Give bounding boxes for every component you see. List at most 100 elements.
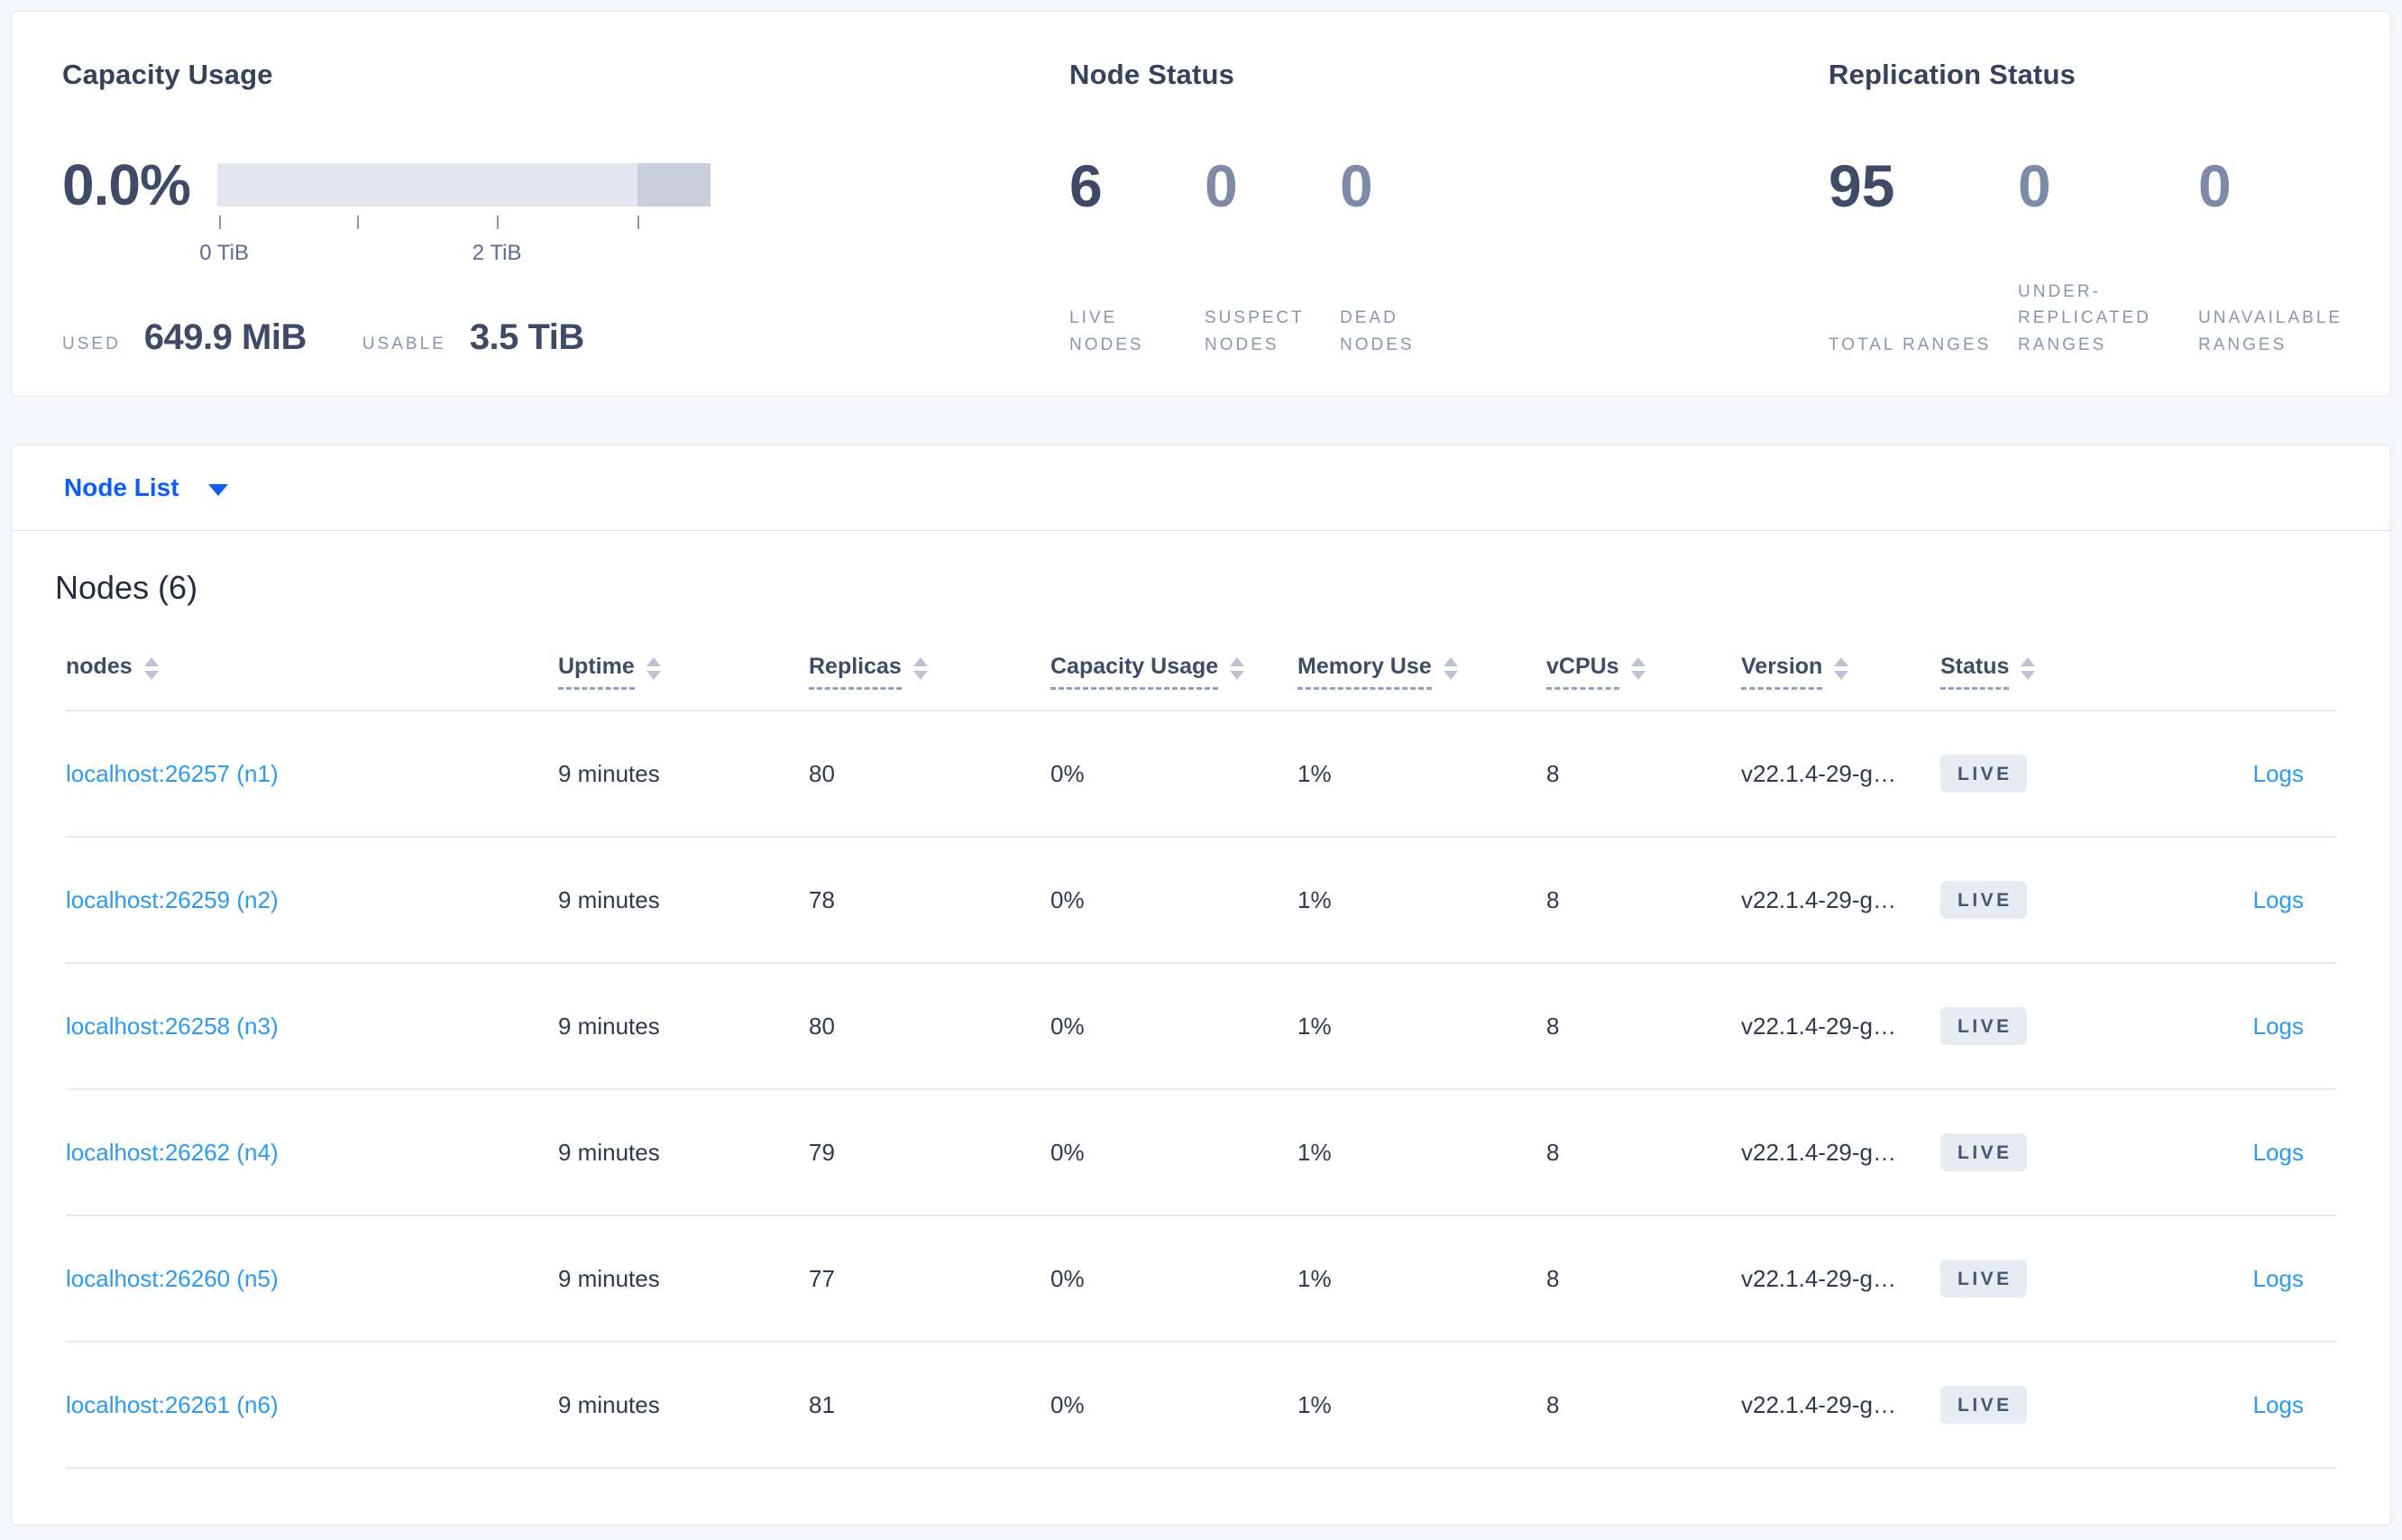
version-cell: v22.1.4-29-g… <box>1741 759 1896 787</box>
node-list-dropdown-label: Node List <box>64 473 179 501</box>
table-row: localhost:26260 (n5) 9 minutes 77 0% 1% … <box>66 1216 2336 1343</box>
vcpus-cell: 8 <box>1546 1012 1560 1040</box>
sort-icon <box>1630 656 1646 680</box>
sort-icon <box>1443 656 1458 680</box>
unavailable-label: UNAVAILABLE RANGES <box>2198 308 2343 354</box>
used-value: 649.9 MiB <box>143 317 307 357</box>
replication-status-title: Replication Status <box>1829 59 2077 90</box>
live-nodes-count: 6 <box>1069 152 1103 219</box>
column-header-capacity-usage[interactable]: Capacity Usage <box>1050 654 1297 690</box>
column-header-memory-use[interactable]: Memory Use <box>1297 654 1546 690</box>
node-link[interactable]: localhost:26258 (n3) <box>66 1012 279 1040</box>
uptime-cell: 9 minutes <box>558 1390 660 1418</box>
capacity-cell: 0% <box>1050 1390 1085 1418</box>
column-header-version[interactable]: Version <box>1741 654 1940 690</box>
under-replicated-label: UNDER-REPLICATED RANGES <box>2018 281 2151 354</box>
live-nodes-label: LIVE NODES <box>1069 308 1144 354</box>
uptime-cell: 9 minutes <box>558 885 660 913</box>
uptime-cell: 9 minutes <box>558 1012 660 1040</box>
table-row: localhost:26261 (n6) 9 minutes 81 0% 1% … <box>66 1343 2336 1469</box>
suspect-nodes-count: 0 <box>1205 152 1238 219</box>
version-cell: v22.1.4-29-g… <box>1741 1390 1896 1418</box>
vcpus-cell: 8 <box>1546 1264 1560 1292</box>
node-link[interactable]: localhost:26257 (n1) <box>66 759 279 787</box>
logs-link[interactable]: Logs <box>2252 1012 2304 1040</box>
capacity-cell: 0% <box>1050 759 1085 787</box>
column-header-replicas[interactable]: Replicas <box>809 654 1050 690</box>
capacity-bar: 0 TiB 2 TiB <box>199 163 711 265</box>
status-badge: LIVE <box>1940 755 2027 793</box>
sort-icon <box>2021 656 2036 680</box>
vcpus-cell: 8 <box>1546 759 1560 787</box>
capacity-usage-chart: 0.0% 0 TiB 2 TiB <box>62 152 1069 265</box>
node-link[interactable]: localhost:26262 (n4) <box>66 1138 279 1166</box>
vcpus-cell: 8 <box>1546 1390 1560 1418</box>
node-link[interactable]: localhost:26259 (n2) <box>66 885 279 913</box>
version-cell: v22.1.4-29-g… <box>1741 885 1896 913</box>
nodes-table-card: Nodes (6) nodes Uptime Replicas Capacity… <box>11 530 2391 1526</box>
status-badge: LIVE <box>1940 1007 2027 1045</box>
replicas-cell: 80 <box>809 1012 835 1040</box>
table-row: localhost:26259 (n2) 9 minutes 78 0% 1% … <box>66 838 2336 964</box>
vcpus-cell: 8 <box>1546 885 1560 913</box>
logs-link[interactable]: Logs <box>2252 1390 2304 1418</box>
usable-value: 3.5 TiB <box>469 317 584 357</box>
node-link[interactable]: localhost:26261 (n6) <box>66 1390 279 1418</box>
memory-cell: 1% <box>1297 885 1332 913</box>
status-badge: LIVE <box>1940 881 2027 919</box>
sort-icon <box>1834 656 1849 680</box>
replicas-cell: 79 <box>809 1138 835 1166</box>
capacity-cell: 0% <box>1050 885 1085 913</box>
status-badge: LIVE <box>1940 1133 2027 1171</box>
replication-status-section: Replication Status 95 0 0 TOTAL RANGES U… <box>1829 59 2390 358</box>
node-link[interactable]: localhost:26260 (n5) <box>66 1264 279 1292</box>
column-header-nodes[interactable]: nodes <box>66 654 558 690</box>
axis-tick <box>497 215 500 229</box>
column-header-status[interactable]: Status <box>1940 654 2157 690</box>
replicas-cell: 77 <box>809 1264 835 1292</box>
capacity-stats-row: USED 649.9 MiB USABLE 3.5 TiB <box>62 317 1069 358</box>
node-list-dropdown[interactable]: Node List <box>64 473 228 502</box>
capacity-cell: 0% <box>1050 1264 1085 1292</box>
memory-cell: 1% <box>1297 1138 1332 1166</box>
uptime-cell: 9 minutes <box>558 759 660 787</box>
logs-link[interactable]: Logs <box>2252 759 2304 787</box>
version-cell: v22.1.4-29-g… <box>1741 1012 1896 1040</box>
node-status-section: Node Status 6 0 0 LIVE NODES SUSPECT NOD… <box>1069 59 1829 358</box>
usable-label: USABLE <box>362 335 446 353</box>
capacity-bar-track <box>217 163 711 206</box>
memory-cell: 1% <box>1297 1012 1332 1040</box>
unavailable-count: 0 <box>2198 152 2232 219</box>
capacity-cell: 0% <box>1050 1012 1085 1040</box>
status-badge: LIVE <box>1940 1386 2027 1424</box>
sort-icon <box>912 656 928 680</box>
version-cell: v22.1.4-29-g… <box>1741 1138 1896 1166</box>
logs-link[interactable]: Logs <box>2252 1264 2304 1292</box>
node-status-labels: LIVE NODES SUSPECT NODES DEAD NODES <box>1069 305 1829 358</box>
capacity-bar-segment <box>637 163 711 206</box>
capacity-used-percent: 0.0% <box>62 152 191 217</box>
table-row: localhost:26258 (n3) 9 minutes 80 0% 1% … <box>66 964 2336 1090</box>
memory-cell: 1% <box>1297 1264 1332 1292</box>
memory-cell: 1% <box>1297 759 1332 787</box>
replication-values: 95 0 0 <box>1829 156 2390 215</box>
chevron-down-icon <box>207 483 228 496</box>
uptime-cell: 9 minutes <box>558 1138 660 1166</box>
capacity-cell: 0% <box>1050 1138 1085 1166</box>
view-selector-bar: Node List <box>11 445 2391 530</box>
axis-tick-label: 0 TiB <box>199 241 250 265</box>
dead-nodes-label: DEAD NODES <box>1340 308 1415 354</box>
version-cell: v22.1.4-29-g… <box>1741 1264 1896 1292</box>
axis-tick <box>219 215 222 229</box>
logs-link[interactable]: Logs <box>2252 1138 2304 1166</box>
status-badge: LIVE <box>1940 1260 2027 1297</box>
column-header-vcpus[interactable]: vCPUs <box>1546 654 1741 690</box>
table-row: localhost:26262 (n4) 9 minutes 79 0% 1% … <box>66 1090 2336 1216</box>
column-header-uptime[interactable]: Uptime <box>558 654 809 690</box>
axis-tick <box>637 215 640 229</box>
replicas-cell: 80 <box>809 759 835 787</box>
total-ranges-label: TOTAL RANGES <box>1829 335 1992 354</box>
node-status-values: 6 0 0 <box>1069 156 1829 215</box>
logs-link[interactable]: Logs <box>2252 885 2304 913</box>
